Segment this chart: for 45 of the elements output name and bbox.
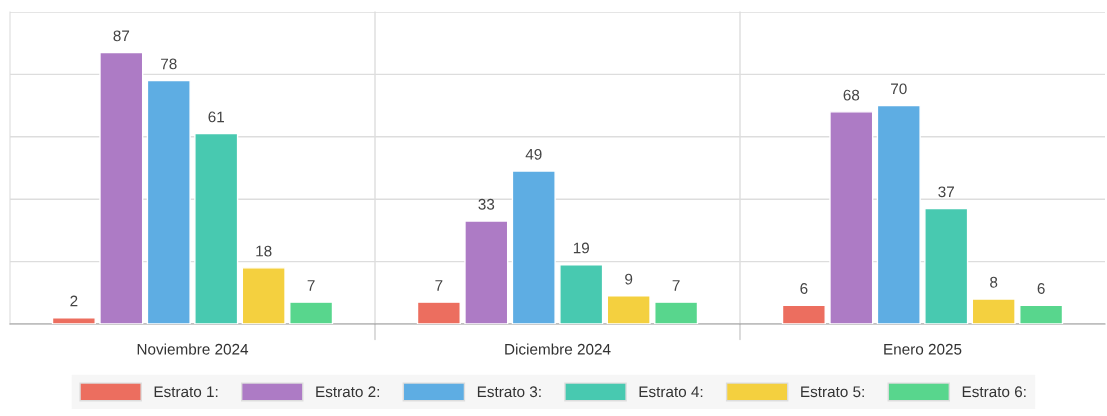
data-label: 78 [161,58,177,70]
data-label: 37 [938,186,954,198]
bar [289,301,334,324]
data-label: 33 [478,198,495,210]
legend-label: Estrato 6: [962,386,1026,398]
data-label: 6 [800,283,808,294]
x-tick-label: Diciembre 2024 [505,343,611,355]
bar [51,317,96,324]
bar [146,79,191,324]
x-tick-label: Noviembre 2024 [137,343,249,355]
bar [559,264,604,324]
data-label: 49 [525,148,542,160]
bar [606,295,651,324]
legend-label: Estrato 2: [316,386,380,398]
bar [971,298,1016,324]
bar [99,51,144,324]
data-label: 70 [891,83,907,95]
legend-label: Estrato 1: [154,386,218,398]
data-label: 8 [990,276,998,288]
bar [781,304,826,324]
bar [416,301,461,324]
data-label: 6 [1037,283,1045,294]
legend-label: Estrato 4: [639,386,703,398]
legend-label: Estrato 3: [477,386,541,398]
bar [829,111,874,324]
data-label: 87 [113,30,130,42]
data-label: 19 [573,242,589,254]
bar [654,301,699,324]
bar [194,132,239,324]
bar [1019,304,1064,324]
data-label: 7 [307,280,315,291]
legend-label: Estrato 5: [801,386,864,398]
data-label: 68 [843,89,860,101]
bar [464,220,509,324]
bar [876,104,921,324]
bar [924,207,969,324]
data-label: 9 [625,273,633,285]
data-label: 18 [256,245,272,257]
data-label: 61 [208,111,224,123]
bar [241,267,286,324]
bar [511,170,556,324]
data-label: 7 [672,280,680,291]
data-label: 2 [70,295,78,307]
data-label: 7 [435,280,443,291]
x-tick-label: Enero 2025 [884,343,962,355]
